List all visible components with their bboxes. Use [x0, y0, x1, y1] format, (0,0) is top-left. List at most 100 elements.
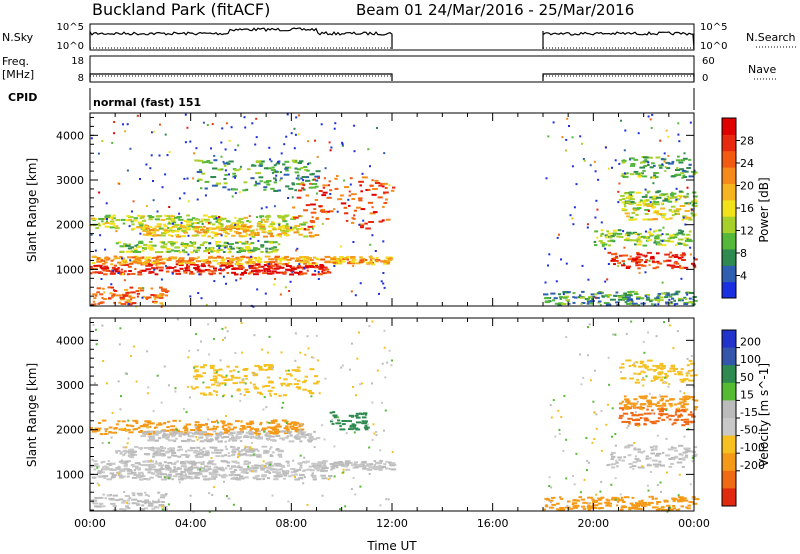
data-point [91, 262, 96, 265]
scatter-point [340, 366, 343, 369]
scatter-point [151, 131, 153, 134]
scatter-point [342, 468, 345, 471]
data-point [644, 295, 648, 298]
scatter-point [547, 135, 550, 138]
scatter-point [190, 476, 193, 478]
data-point [132, 261, 137, 264]
data-point [217, 243, 220, 246]
data-point [645, 457, 649, 460]
scatter-point [317, 271, 320, 273]
data-point [189, 477, 194, 480]
scatter-point [385, 498, 388, 501]
scatter-point [224, 148, 227, 151]
data-point [676, 173, 682, 176]
scatter-point [341, 141, 344, 144]
data-point [187, 244, 194, 247]
data-point [223, 162, 228, 165]
data-point [130, 260, 134, 263]
data-point [188, 272, 195, 275]
scatter-point [213, 486, 216, 489]
data-point [660, 207, 666, 210]
scatter-point [171, 272, 174, 275]
data-point [117, 241, 122, 244]
data-point [660, 407, 664, 410]
data-point [692, 296, 697, 298]
data-point [119, 255, 123, 258]
scatter-point [687, 371, 689, 374]
data-point [649, 257, 655, 260]
data-point [242, 189, 247, 192]
data-point [169, 428, 172, 431]
data-point [284, 230, 289, 233]
data-point [192, 472, 196, 475]
data-point [135, 251, 142, 253]
data-point [648, 233, 653, 236]
scatter-point [130, 298, 133, 301]
data-point [638, 201, 642, 204]
data-point [637, 267, 641, 270]
data-point [212, 375, 218, 378]
scatter-point [146, 350, 149, 353]
data-point [212, 231, 218, 234]
data-point [173, 466, 176, 469]
data-point [293, 231, 298, 234]
scatter-point [299, 351, 302, 354]
data-point [136, 295, 139, 298]
data-point [357, 464, 362, 467]
data-point [142, 460, 146, 463]
data-point [306, 433, 313, 436]
data-point [178, 270, 181, 273]
data-point [316, 469, 321, 472]
data-point [310, 234, 315, 237]
scatter-point [545, 177, 548, 180]
data-point [678, 453, 683, 456]
data-point [211, 215, 217, 218]
data-point [177, 432, 184, 435]
data-point [100, 475, 106, 478]
data-point [277, 258, 282, 261]
data-point [246, 247, 251, 250]
data-point [99, 470, 103, 473]
data-point [644, 209, 650, 211]
data-point [191, 222, 194, 225]
data-point [119, 452, 122, 455]
data-point [621, 161, 626, 164]
data-point [633, 448, 639, 451]
data-point [314, 264, 318, 267]
data-point [138, 431, 144, 434]
scatter-point [606, 403, 609, 406]
freq-segment-1 [542, 73, 695, 81]
data-point [239, 475, 244, 478]
data-point [117, 474, 123, 477]
data-point [236, 228, 241, 230]
scatter-point [106, 382, 108, 385]
scatter-point [263, 396, 266, 399]
data-point [251, 267, 257, 270]
data-point [353, 214, 356, 217]
data-point [660, 404, 667, 407]
data-point [223, 436, 230, 438]
data-point [138, 463, 142, 466]
scatter-point [369, 165, 371, 168]
data-point [261, 218, 265, 221]
data-point [636, 297, 640, 300]
scatter-point [228, 438, 231, 441]
data-point [688, 397, 691, 400]
scatter-point [666, 510, 669, 513]
scatter-point [164, 173, 167, 176]
data-point [633, 170, 639, 173]
data-point [232, 461, 236, 464]
data-point [676, 212, 680, 215]
data-point [601, 243, 608, 246]
data-point [632, 419, 638, 422]
data-point [642, 466, 645, 469]
data-point [650, 379, 654, 382]
data-point [257, 261, 263, 263]
scatter-point [672, 347, 675, 350]
data-point [611, 463, 614, 466]
data-point [133, 217, 139, 220]
data-point [264, 385, 270, 387]
data-point [109, 493, 112, 496]
data-point [154, 273, 159, 276]
scatter-point [329, 477, 332, 480]
